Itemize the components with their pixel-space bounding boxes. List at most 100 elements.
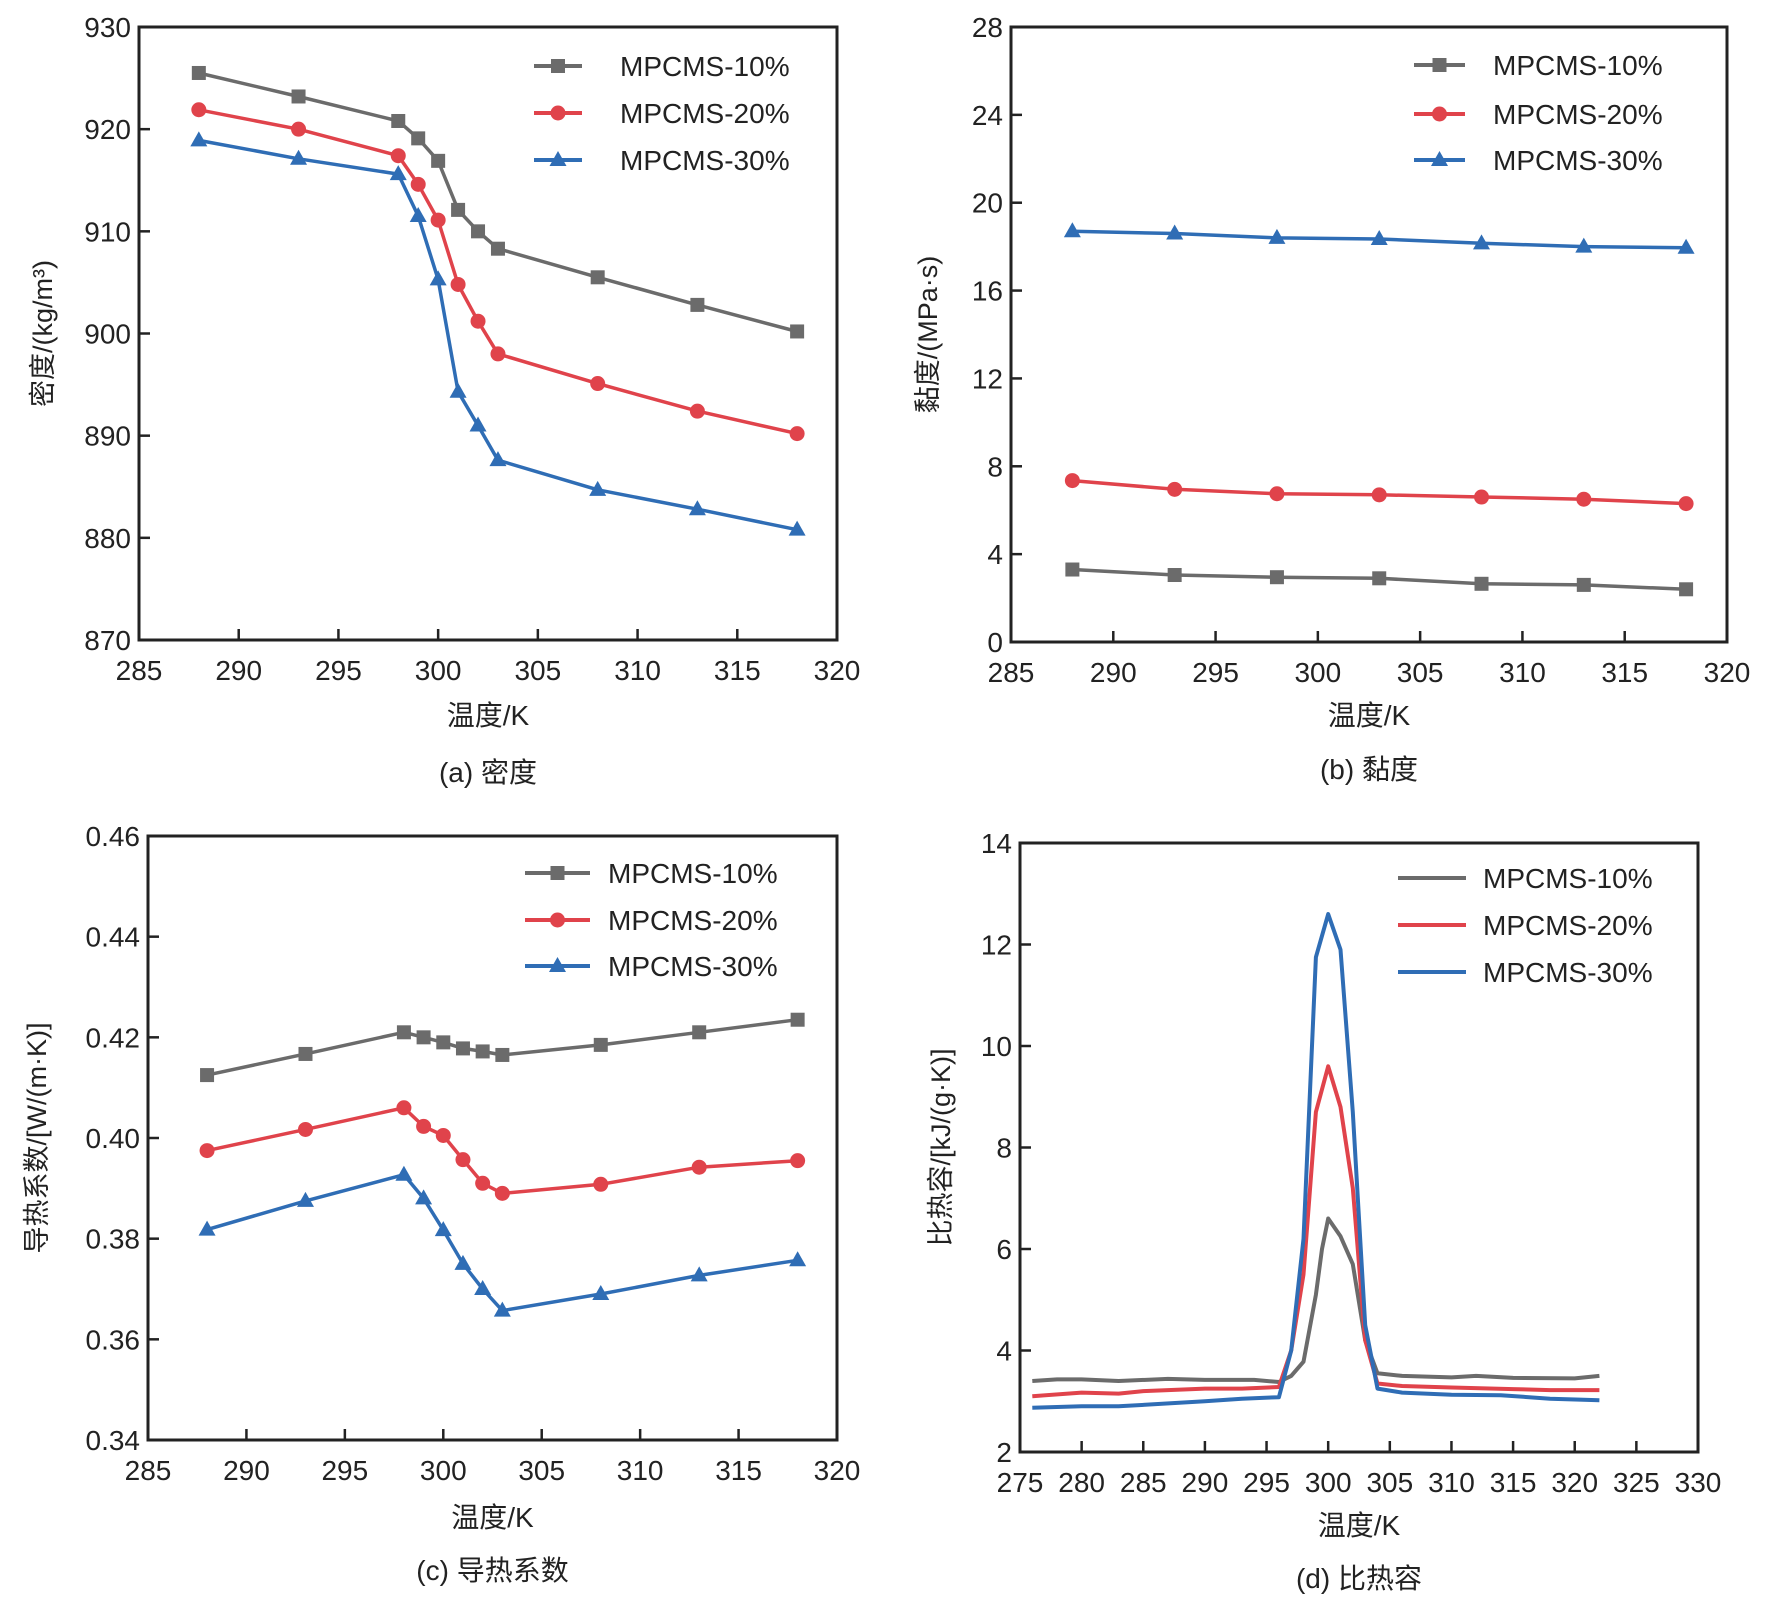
y-tick-label: 4 bbox=[996, 1336, 1012, 1367]
x-tick-label: 300 bbox=[1305, 1467, 1352, 1498]
x-tick-label: 320 bbox=[814, 1455, 861, 1486]
data-point bbox=[789, 426, 805, 442]
data-point bbox=[298, 1046, 313, 1061]
data-point bbox=[790, 1012, 805, 1027]
data-point bbox=[395, 1165, 413, 1181]
series-mpcms-20pct bbox=[1032, 1064, 1600, 1399]
data-point bbox=[593, 1176, 609, 1192]
x-tick-label: 290 bbox=[1090, 657, 1137, 688]
data-point bbox=[1473, 234, 1491, 250]
data-point bbox=[200, 1068, 215, 1083]
series-mpcms-10pct bbox=[191, 65, 805, 339]
y-tick-label: 900 bbox=[84, 319, 131, 350]
y-tick-label: 930 bbox=[84, 12, 131, 43]
x-tick-label: 275 bbox=[997, 1467, 1044, 1498]
data-point bbox=[296, 1191, 314, 1207]
data-point bbox=[389, 165, 407, 181]
x-tick-label: 290 bbox=[223, 1455, 270, 1486]
legend-marker bbox=[551, 59, 565, 73]
chart-caption: (d) 比热容 bbox=[1296, 1563, 1422, 1594]
chart-b: 285 290 295 300 305 310 315 320 0 4 8 12 16 20 24 28 温度/… bbox=[913, 12, 1750, 785]
data-point bbox=[435, 1127, 451, 1143]
data-point bbox=[490, 241, 505, 256]
y-tick-label: 920 bbox=[84, 114, 131, 145]
legend-marker bbox=[1432, 106, 1447, 122]
x-tick-label: 325 bbox=[1613, 1467, 1660, 1498]
y-tick-label: 2 bbox=[996, 1437, 1012, 1468]
data-point bbox=[1370, 229, 1388, 245]
data-point bbox=[410, 176, 426, 192]
data-point bbox=[455, 1152, 471, 1168]
y-tick-label: 870 bbox=[84, 625, 131, 656]
legend-label: MPCMS-10% bbox=[620, 51, 790, 82]
x-axis-label: 温度/K bbox=[1318, 1510, 1401, 1541]
chart-caption: (a) 密度 bbox=[439, 757, 537, 788]
y-axis-label: 导热系数/[W/(m·K)] bbox=[22, 1023, 52, 1254]
data-point bbox=[297, 1121, 313, 1137]
x-tick-label: 315 bbox=[1601, 657, 1648, 688]
data-point bbox=[1576, 577, 1591, 592]
x-tick-label: 320 bbox=[1704, 657, 1751, 688]
y-tick-label: 16 bbox=[972, 276, 1003, 307]
data-point bbox=[1269, 570, 1284, 585]
x-axis-label: 温度/K bbox=[1328, 700, 1411, 731]
legend-marker bbox=[1432, 58, 1447, 72]
x-tick-label: 315 bbox=[714, 655, 761, 686]
y-tick-label: 0.40 bbox=[86, 1123, 141, 1154]
data-point bbox=[409, 207, 427, 223]
legend-marker bbox=[550, 912, 565, 928]
x-tick-label: 320 bbox=[814, 655, 861, 686]
x-tick-label: 310 bbox=[1428, 1467, 1475, 1498]
series-mpcms-10pct bbox=[1065, 562, 1694, 597]
legend-label: MPCMS-30% bbox=[1493, 145, 1663, 176]
x-tick-label: 305 bbox=[1366, 1467, 1413, 1498]
y-tick-label: 880 bbox=[84, 523, 131, 554]
data-point bbox=[470, 313, 486, 329]
series-mpcms-20pct bbox=[1064, 473, 1694, 512]
data-point bbox=[790, 1153, 806, 1169]
data-point bbox=[1576, 491, 1592, 507]
data-point bbox=[1372, 571, 1387, 586]
legend-label: MPCMS-20% bbox=[620, 98, 790, 129]
data-point bbox=[191, 65, 206, 80]
x-tick-label: 305 bbox=[514, 655, 561, 686]
y-tick-label: 890 bbox=[84, 421, 131, 452]
x-tick-label: 305 bbox=[1397, 657, 1444, 688]
data-point bbox=[1575, 237, 1593, 253]
legend-label: MPCMS-20% bbox=[1493, 99, 1663, 130]
data-point bbox=[490, 346, 506, 362]
data-point bbox=[390, 148, 406, 164]
series-line bbox=[198, 138, 798, 532]
data-point bbox=[690, 297, 705, 312]
y-tick-label: 4 bbox=[987, 539, 1003, 570]
x-tick-label: 300 bbox=[420, 1455, 467, 1486]
data-point bbox=[691, 1159, 707, 1175]
data-point bbox=[429, 270, 447, 286]
legend-marker bbox=[1431, 151, 1448, 166]
x-axis-label: 温度/K bbox=[451, 1502, 534, 1533]
x-tick-label: 305 bbox=[518, 1455, 565, 1486]
data-point bbox=[451, 202, 466, 217]
data-point bbox=[590, 376, 606, 392]
series-line bbox=[206, 1017, 798, 1077]
chart-caption: (c) 导热系数 bbox=[416, 1555, 568, 1586]
data-point bbox=[689, 403, 705, 419]
y-tick-label: 0 bbox=[987, 627, 1003, 658]
legend-label: MPCMS-20% bbox=[608, 905, 778, 936]
x-axis-label: 温度/K bbox=[447, 700, 530, 731]
y-tick-label: 0.44 bbox=[86, 922, 141, 953]
data-point bbox=[290, 149, 308, 165]
chart-c: 285 290 295 300 305 310 315 320 0.34 0.36 0.38 0.40… bbox=[22, 821, 860, 1586]
legend-marker bbox=[550, 105, 566, 121]
y-tick-label: 6 bbox=[996, 1234, 1012, 1265]
data-point bbox=[1677, 238, 1695, 254]
x-tick-label: 295 bbox=[315, 655, 362, 686]
data-point bbox=[494, 1185, 510, 1201]
y-tick-label: 20 bbox=[972, 188, 1003, 219]
data-point bbox=[416, 1118, 432, 1134]
data-point bbox=[1065, 562, 1080, 577]
data-point bbox=[495, 1047, 510, 1062]
y-tick-label: 8 bbox=[987, 451, 1003, 482]
x-tick-label: 295 bbox=[1243, 1467, 1290, 1498]
